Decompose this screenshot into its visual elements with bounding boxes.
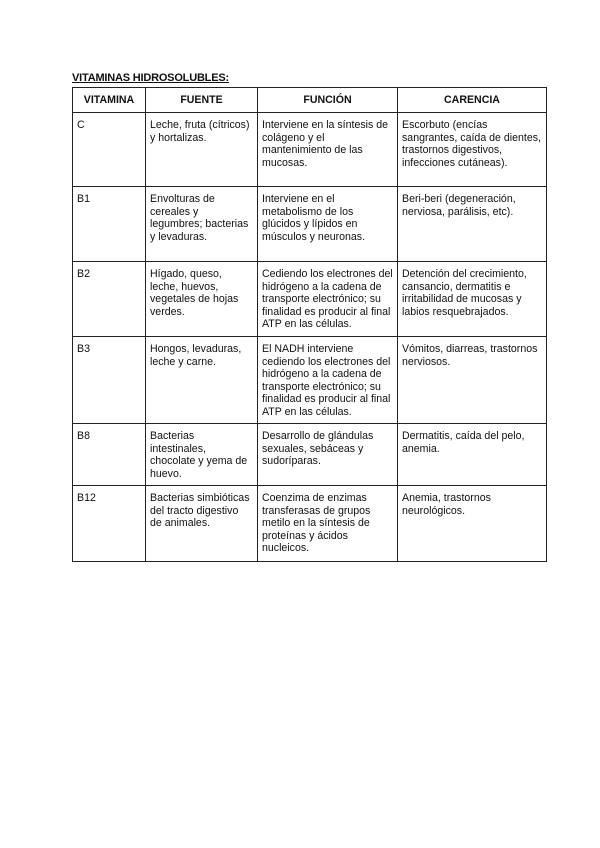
cell-carencia: Escorbuto (encías sangrantes, caída de d…: [397, 112, 547, 187]
cell-carencia: Detención del crecimiento, cansancio, de…: [397, 261, 547, 337]
table-row: B3 Hongos, levaduras, leche y carne. El NA…: [72, 336, 547, 424]
cell-funcion: Interviene en el metabolismo de los glúc…: [257, 186, 398, 262]
header-carencia: CARENCIA: [397, 87, 547, 113]
cell-fuente: Bacterias intestinales, chocolate y yema…: [145, 423, 258, 486]
cell-funcion: Desarrollo de glándulas sexuales, sebáce…: [257, 423, 398, 486]
cell-vitamina: C: [72, 112, 146, 187]
table-row: C Leche, fruta (cítricos) y hortalizas. In…: [72, 112, 547, 187]
cell-funcion: Cediendo los electrones del hidrógeno a …: [257, 261, 398, 337]
cell-vitamina: B8: [72, 423, 146, 486]
cell-vitamina: B3: [72, 336, 146, 424]
table-row: B2 Hígado, queso, leche, huevos, vegetale…: [72, 261, 547, 337]
table-row: B8 Bacterias intestinales, chocolate y ye…: [72, 423, 547, 486]
vitamins-table: VITAMINA FUENTE FUNCIÓN CARENCIA C Leche,…: [72, 87, 547, 562]
cell-vitamina: B1: [72, 186, 146, 262]
cell-fuente: Hígado, queso, leche, huevos, vegetales …: [145, 261, 258, 337]
cell-funcion: Coenzima de enzimas transferasas de grup…: [257, 485, 398, 562]
table-row: B12 Bacterias simbióticas del tracto dige…: [72, 485, 547, 562]
cell-carencia: Vómitos, diarreas, trastornos nerviosos.: [397, 336, 547, 424]
section-title: VITAMINAS HIDROSOLUBLES:: [72, 72, 229, 84]
header-vitamina: VITAMINA: [72, 87, 146, 113]
cell-carencia: Anemia, trastornos neurológicos.: [397, 485, 547, 562]
cell-vitamina: B2: [72, 261, 146, 337]
table-header-row: VITAMINA FUENTE FUNCIÓN CARENCIA: [72, 87, 547, 113]
cell-fuente: Bacterias simbióticas del tracto digesti…: [145, 485, 258, 562]
header-funcion: FUNCIÓN: [257, 87, 398, 113]
table-row: B1 Envolturas de cereales y legumbres; ba…: [72, 186, 547, 262]
cell-vitamina: B12: [72, 485, 146, 562]
cell-fuente: Envolturas de cereales y legumbres; bact…: [145, 186, 258, 262]
header-fuente: FUENTE: [145, 87, 258, 113]
cell-fuente: Hongos, levaduras, leche y carne.: [145, 336, 258, 424]
cell-funcion: Interviene en la síntesis de colágeno y …: [257, 112, 398, 187]
cell-carencia: Dermatitis, caída del pelo, anemia.: [397, 423, 547, 486]
cell-funcion: El NADH interviene cediendo los electron…: [257, 336, 398, 424]
cell-carencia: Beri-beri (degeneración, nerviosa, parál…: [397, 186, 547, 262]
cell-fuente: Leche, fruta (cítricos) y hortalizas.: [145, 112, 258, 187]
